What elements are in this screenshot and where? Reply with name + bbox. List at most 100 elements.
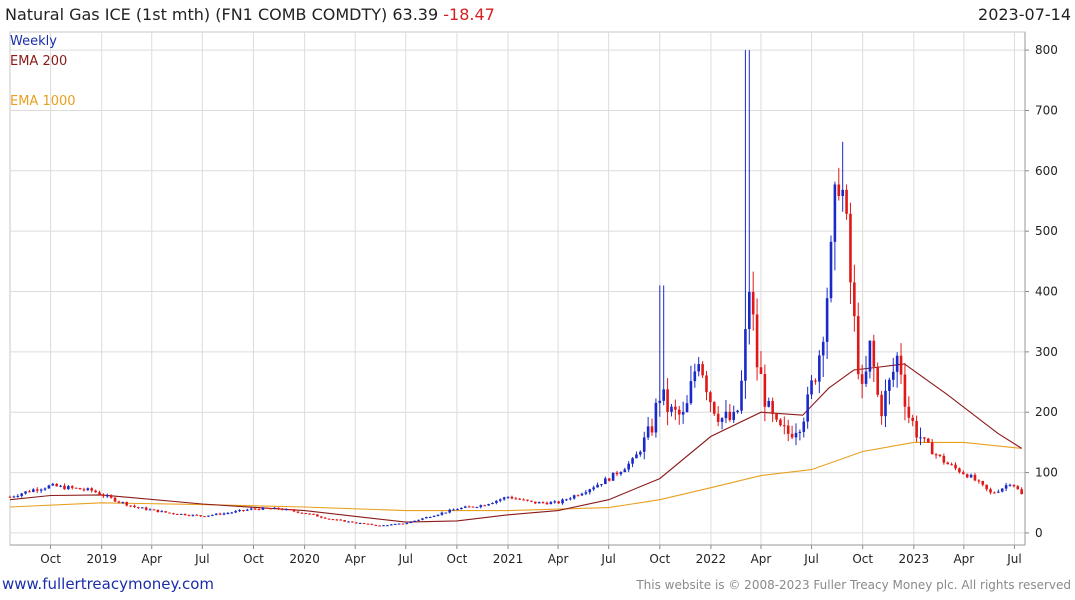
candle-body	[880, 394, 883, 417]
candle-body	[522, 499, 525, 501]
legend-entry: EMA 200	[10, 54, 67, 69]
candle-body	[12, 496, 16, 498]
candle-body	[814, 380, 817, 382]
candle-body	[965, 474, 969, 478]
candle-body	[129, 505, 132, 507]
candle-body	[685, 403, 689, 413]
candle-body	[397, 523, 401, 525]
candle-body	[946, 462, 950, 465]
y-tick-label: 700	[1035, 103, 1058, 117]
candle-body	[436, 514, 440, 516]
candle-body	[728, 411, 732, 420]
candle-body	[689, 381, 693, 404]
candle-body	[498, 499, 502, 501]
plot-frame	[9, 31, 1026, 546]
candle-body	[222, 513, 226, 515]
candle-body	[121, 502, 125, 504]
y-tick-label: 300	[1035, 345, 1058, 359]
candle-body	[343, 520, 346, 522]
candle-body	[802, 421, 806, 432]
candle-body	[382, 525, 385, 527]
candle-body	[763, 373, 767, 407]
candle-body	[386, 525, 389, 527]
candle-body	[724, 411, 728, 419]
candle-body	[537, 502, 541, 504]
candle-body	[335, 519, 339, 521]
candle-body	[561, 499, 564, 504]
candle-body	[339, 519, 343, 521]
candle-body	[288, 509, 292, 511]
candle-body	[783, 425, 786, 427]
candle-body	[631, 458, 634, 464]
candle-body	[358, 523, 362, 525]
candle-body	[63, 485, 66, 490]
candle-body	[47, 485, 51, 489]
candle-body	[907, 406, 911, 418]
candle-body	[179, 513, 183, 515]
candle-body	[327, 518, 331, 520]
candle-body	[226, 513, 230, 515]
site-link[interactable]: www.fullertreacymoney.com	[2, 575, 215, 593]
candle-body	[845, 189, 848, 214]
candle-body	[915, 420, 918, 438]
ema1000-line	[9, 441, 1022, 512]
candle-body	[440, 512, 444, 515]
candle-body	[985, 484, 988, 490]
candle-body	[1008, 484, 1012, 486]
candle-body	[316, 514, 319, 517]
candle-body	[86, 488, 90, 491]
candle-body	[977, 480, 981, 482]
candle-body	[347, 521, 350, 523]
candle-body	[674, 406, 677, 410]
copyright-notice: This website is © 2008-2023 Fuller Treac…	[636, 578, 1071, 592]
candle-body	[576, 495, 580, 497]
candle-body	[584, 492, 588, 494]
candle-body	[82, 489, 86, 491]
candle-body	[479, 505, 483, 508]
candle-body	[168, 512, 171, 514]
candle-body	[950, 464, 953, 466]
candle-body	[246, 509, 249, 511]
candle-body	[432, 515, 436, 517]
candle-body	[133, 505, 136, 508]
candle-body	[557, 501, 560, 504]
candle-body	[821, 341, 825, 356]
candle-body	[541, 502, 545, 504]
candle-body	[28, 491, 31, 493]
candle-body	[864, 371, 868, 384]
candle-body	[191, 514, 195, 516]
candle-body	[487, 504, 490, 506]
candle-layer	[8, 50, 1023, 527]
candle-body	[195, 514, 199, 516]
candle-body	[32, 489, 35, 492]
candle-body	[456, 509, 459, 511]
candle-body	[856, 316, 860, 375]
candle-body	[203, 516, 206, 518]
candle-body	[249, 508, 253, 510]
x-tick-label: 2020	[289, 552, 320, 566]
candle-body	[467, 506, 471, 508]
candle-body	[600, 484, 603, 486]
candle-body	[961, 472, 965, 475]
candle-body	[471, 506, 475, 508]
candle-body	[491, 502, 494, 505]
candle-body	[926, 438, 930, 443]
candle-body	[775, 413, 778, 420]
candle-body	[483, 505, 487, 507]
legend-layer: Weekly EMA 200 EMA 1000	[10, 34, 76, 109]
candle-body	[331, 519, 335, 521]
chart-date: 2023-07-14	[978, 5, 1071, 24]
candle-body	[530, 500, 533, 502]
candle-body	[460, 507, 463, 510]
candle-body	[176, 513, 179, 515]
candle-body	[308, 513, 311, 515]
x-tick-label: Oct	[649, 552, 670, 566]
candle-body	[506, 496, 510, 498]
candle-body	[35, 489, 39, 491]
candle-body	[510, 496, 514, 499]
candle-body	[930, 442, 934, 455]
y-tick-label: 200	[1035, 405, 1058, 419]
candle-body	[786, 425, 790, 434]
candle-body	[806, 394, 809, 422]
candle-body	[565, 499, 568, 501]
